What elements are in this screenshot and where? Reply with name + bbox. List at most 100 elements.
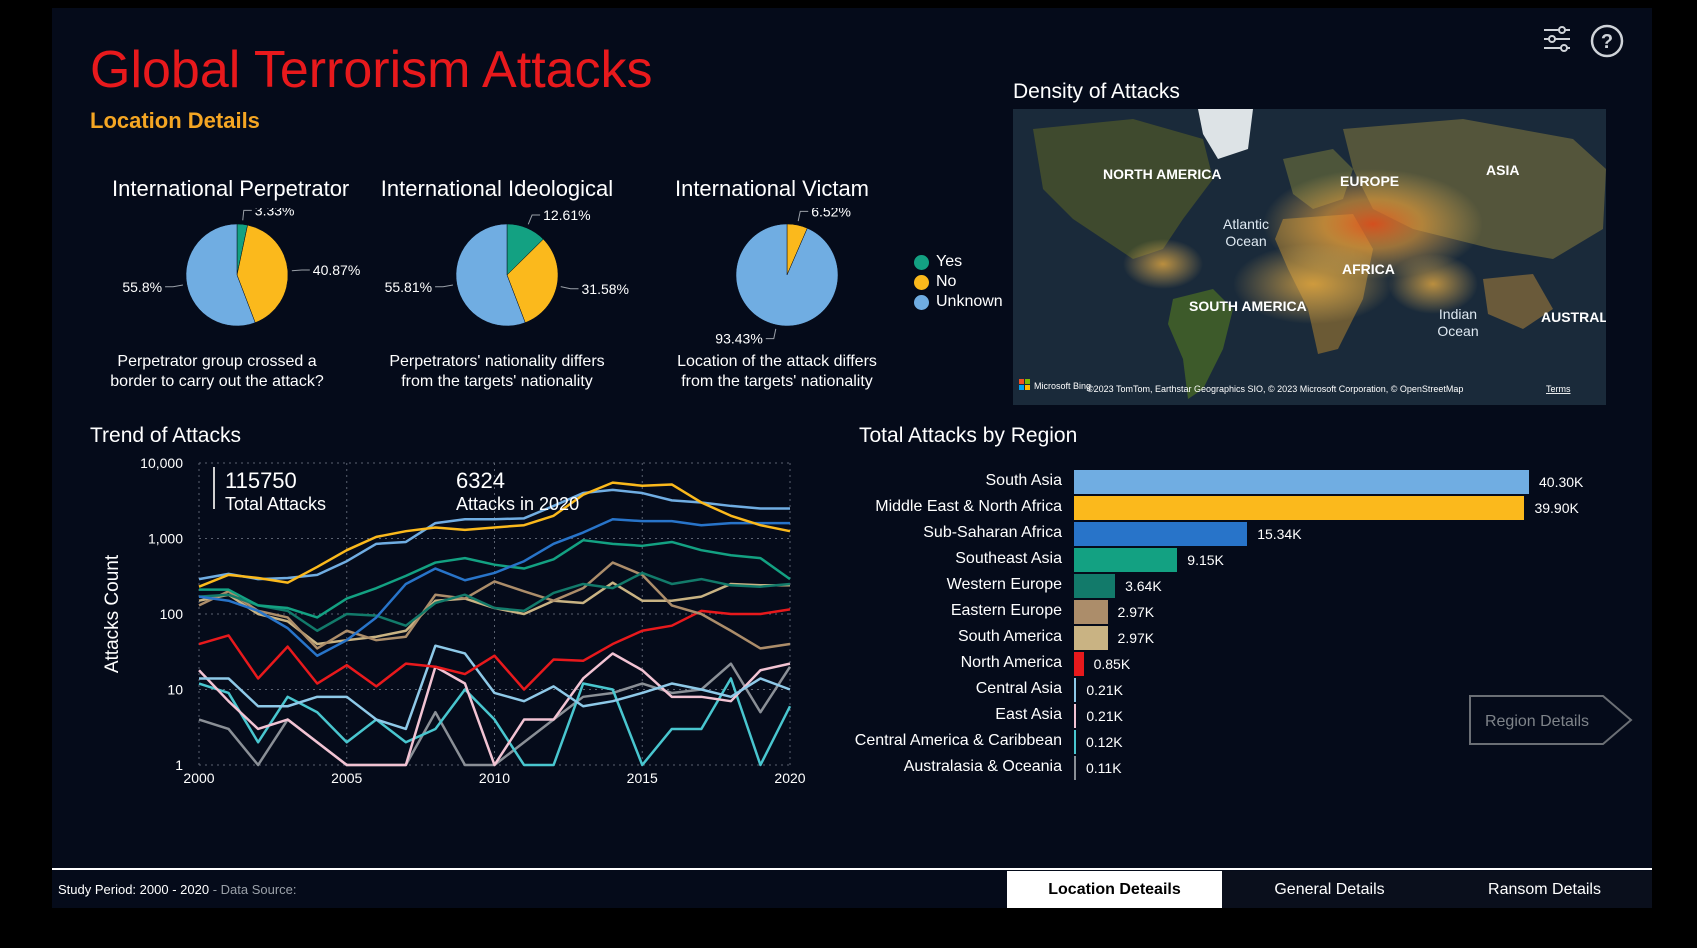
region-chart-title: Total Attacks by Region [859,424,1078,447]
region-bar-label: South America [957,628,1062,645]
y-axis-label: Attacks Count [102,554,123,673]
region-bar[interactable] [1074,756,1076,780]
pie-data-label: 93.43% [715,331,762,347]
pie-data-label: 3.33% [255,208,295,218]
legend-item-no[interactable]: No [914,272,1003,292]
pie-slice-unknown[interactable] [735,223,839,327]
x-tick-label: 2005 [331,770,362,786]
region-bar-label: South Asia [985,472,1063,489]
region-bar[interactable] [1074,496,1525,520]
region-bar[interactable] [1074,600,1108,624]
pie-leader-line [291,269,310,272]
pie-data-label: 6.52% [811,208,851,219]
pie-desc-line: from the targets' nationality [401,373,593,390]
legend-swatch-unknown [914,294,929,310]
region-bar-label: Middle East & North Africa [875,498,1062,515]
bing-logo-icon [1025,385,1030,390]
series-line-middle-east-north-africa[interactable] [198,481,791,588]
region-bar-value: 2.97K [1117,604,1155,620]
legend-swatch-no [914,274,929,290]
trend-title: Trend of Attacks [90,424,241,447]
region-bar[interactable] [1074,626,1108,650]
series-line-sub-saharan-africa[interactable] [198,517,790,657]
pie-leader-line [435,284,454,288]
y-tick-label: 10 [167,682,183,698]
pie-leader-line [797,210,809,222]
legend-item-yes[interactable]: Yes [914,252,1003,272]
bing-logo-icon [1019,385,1024,390]
pie-title-perpetrator: International Perpetrator [112,176,350,201]
region-bar[interactable] [1074,522,1248,546]
sliders-icon[interactable] [1542,24,1572,63]
help-icon[interactable]: ? [1590,24,1624,63]
pie-desc-line: Location of the attack differs [677,353,877,370]
series-line-southeast-asia[interactable] [199,538,791,619]
pie-desc-ideological: Perpetrators' nationality differs from t… [372,352,622,392]
map-brand: Microsoft Bing [1034,381,1091,391]
region-bar[interactable] [1074,548,1178,572]
pie-ideological[interactable]: 12.61% 31.58% 55.81% [382,208,632,358]
region-bar-chart[interactable]: South Asia 40.30K Middle East & North Afri… [842,470,1583,850]
region-bar-value: 15.34K [1257,526,1302,542]
region-bar-label: North America [960,654,1062,671]
x-tick-label: 2020 [774,770,805,786]
map-label-north-america: NORTH AMERICA [1103,166,1221,182]
y-tick-label: 100 [160,606,184,622]
legend-item-unknown[interactable]: Unknown [914,292,1003,312]
region-bar[interactable] [1074,730,1076,754]
y-tick-label: 10,000 [140,455,183,471]
region-bar[interactable] [1074,678,1077,702]
report-canvas: Global Terrorism Attacks Location Detail… [52,8,1652,908]
region-details-button[interactable]: Region Details [1469,695,1633,745]
region-bar-value: 3.64K [1125,578,1162,594]
svg-text:?: ? [1601,31,1613,53]
page-title: Global Terrorism Attacks [90,41,653,99]
pie-title-ideological: International Ideological [380,176,614,201]
tab-general-details[interactable]: General Details [1222,871,1437,908]
pie-slice-no[interactable] [506,238,559,323]
region-bar[interactable] [1074,574,1116,598]
series-line-north-america[interactable] [198,608,791,691]
kpi-2020-label: Attacks in 2020 [456,494,579,514]
pie-legend: Yes No Unknown [914,252,1003,312]
data-source: - Data Source: [212,882,297,897]
series-line-eastern-europe[interactable] [198,561,791,650]
pie-desc-line: Perpetrator group crossed a [117,353,317,370]
region-bar-value: 0.85K [1093,656,1131,672]
map-terms-link[interactable]: Terms [1546,384,1571,394]
series-line-central-asia[interactable] [199,644,791,731]
pie-leader-line [165,284,184,288]
region-bar[interactable] [1074,470,1529,494]
region-bar-value: 40.30K [1539,474,1584,490]
bing-logo-icon [1025,379,1030,384]
pie-perpetrator[interactable]: 3.33% 40.87% 55.8% [112,208,362,358]
top-icons: ? [1542,24,1624,63]
pie-slice-no[interactable] [236,224,289,323]
series-line-australasia-oceania[interactable] [198,662,792,767]
region-bar[interactable] [1074,704,1077,728]
pie-victim[interactable]: 6.52% 93.43% [662,208,912,358]
pie-slice-unknown[interactable] [455,223,526,327]
tab-location-details[interactable]: Location Deteails [1007,871,1222,908]
footer-study-period: Study Period: 2000 - 2020 - Data Source: [58,882,297,897]
density-map[interactable]: NORTH AMERICA EUROPE ASIA AFRICA SOUTH A… [1013,109,1606,405]
map-attribution: ©2023 TomTom, Earthstar Geographics SIO,… [1087,384,1463,394]
tab-ransom-details[interactable]: Ransom Details [1437,871,1652,908]
region-bar-label: Sub-Saharan Africa [923,524,1062,541]
series-line-east-asia[interactable] [198,652,791,767]
kpi-total-value: 115750 [225,468,297,493]
region-bar-label: Central Asia [975,680,1062,697]
region-bar[interactable] [1074,652,1084,676]
region-details-label: Region Details [1485,713,1589,730]
trend-chart[interactable]: 1 10 100 1,000 10,000 2000 2005 2010 2015 2020 Att… [80,453,880,858]
pie-desc-line: border to carry out the attack? [110,373,324,390]
map-label-europe: EUROPE [1340,173,1399,189]
region-bar-label: Australasia & Oceania [903,758,1062,775]
pie-leader-line [765,328,777,340]
pie-slice-unknown[interactable] [185,223,256,327]
legend-label: No [936,273,957,290]
series-line-western-europe[interactable] [198,571,791,632]
footer-divider [52,868,1652,870]
region-bar-value: 2.97K [1117,630,1155,646]
region-bar-value: 0.11K [1086,760,1122,776]
